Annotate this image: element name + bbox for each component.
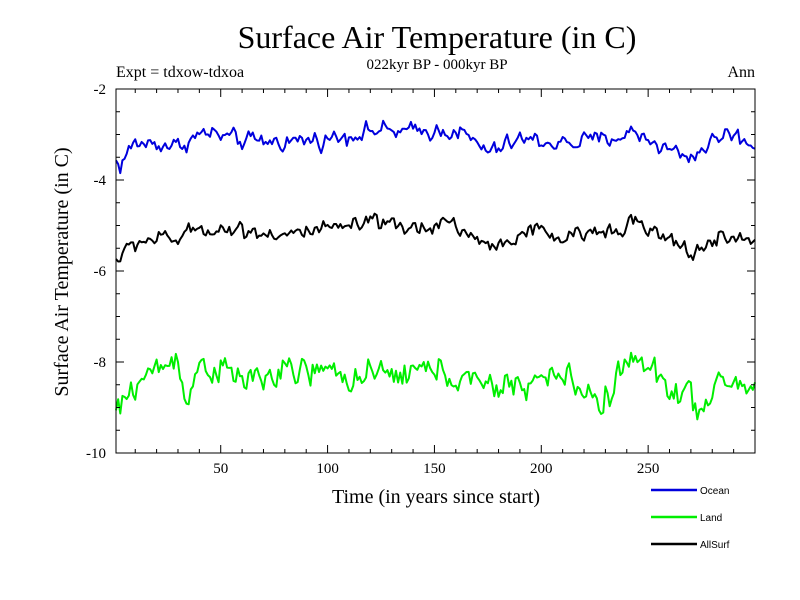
axis-ticks: 50 100 150 200 250 -10 -8 -6 -4 -2 — [86, 82, 755, 477]
series-line-allsurf — [115, 212, 756, 263]
y-tick-label: -2 — [94, 82, 107, 98]
plot-frame — [115, 88, 756, 454]
experiment-label: Expt = tdxow-tdxoa — [116, 64, 244, 81]
legend-label-land: Land — [700, 513, 722, 524]
x-tick-label: 250 — [637, 461, 660, 477]
x-tick-label: 50 — [213, 461, 228, 477]
legend-label-ocean: Ocean — [700, 486, 729, 497]
chart-subtitle: 022kyr BP - 000kyr BP — [366, 57, 507, 73]
legend: Ocean Land AllSurf — [651, 486, 730, 551]
x-tick-label: 150 — [423, 461, 446, 477]
y-tick-label: -8 — [94, 355, 107, 371]
y-axis-label: Surface Air Temperature (in C) — [51, 147, 73, 396]
y-tick-label: -10 — [86, 446, 106, 462]
series-line-land — [115, 351, 756, 421]
legend-label-allsurf: AllSurf — [700, 540, 730, 551]
y-tick-label: -4 — [94, 173, 107, 189]
season-label: Ann — [727, 64, 755, 81]
chart-title: Surface Air Temperature (in C) — [238, 19, 637, 55]
x-tick-label: 200 — [530, 461, 553, 477]
y-tick-label: -6 — [94, 264, 107, 280]
series-line-ocean — [115, 119, 756, 175]
x-tick-label: 100 — [316, 461, 339, 477]
x-axis-label: Time (in years since start) — [332, 486, 540, 508]
series-layer — [115, 119, 756, 421]
